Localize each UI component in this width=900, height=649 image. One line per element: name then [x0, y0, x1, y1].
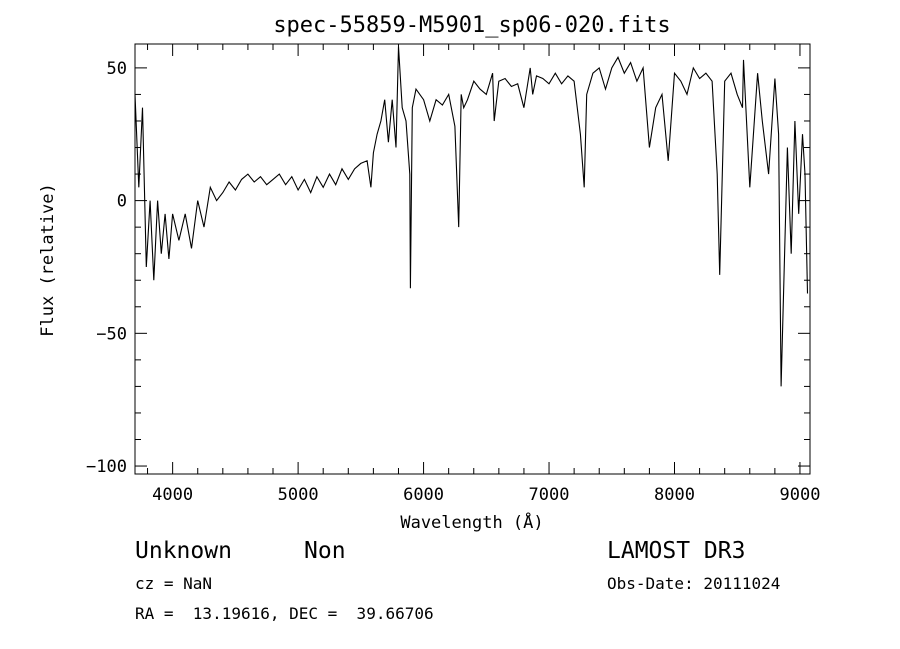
plot-border: [134, 43, 811, 475]
x-tick-label: 8000: [654, 485, 695, 505]
observation-date: Obs-Date: 20111024: [607, 574, 781, 593]
spectrum-line: [134, 46, 809, 387]
plot-frame: [134, 43, 811, 475]
spectrum-series: [134, 46, 809, 387]
x-tick-label: 9000: [779, 485, 820, 505]
x-tick-labels: 4000 5000 6000 7000 8000 9000: [152, 485, 820, 505]
coordinates: RA = 13.19616, DEC = 39.66706: [135, 604, 434, 623]
y-tick-label: 50: [107, 59, 127, 79]
x-axis-label: Wavelength (Å): [400, 511, 543, 533]
y-tick-label: 0: [117, 192, 127, 212]
redshift-cz: cz = NaN: [135, 574, 213, 593]
axis-ticks: [135, 44, 810, 474]
x-tick-label: 4000: [152, 485, 193, 505]
y-axis-label: Flux (relative): [38, 183, 58, 337]
y-tick-label: −100: [86, 457, 127, 477]
x-tick-label: 6000: [403, 485, 444, 505]
x-tick-label: 7000: [529, 485, 570, 505]
survey-name: LAMOST DR3: [607, 538, 746, 564]
object-subclass: Non: [304, 538, 346, 564]
object-class: Unknown: [135, 538, 232, 564]
x-tick-label: 5000: [278, 485, 319, 505]
y-tick-labels: −100 −50 0 50: [86, 59, 127, 477]
chart-title: spec-55859-M5901_sp06-020.fits: [273, 13, 670, 38]
y-tick-label: −50: [96, 324, 127, 344]
